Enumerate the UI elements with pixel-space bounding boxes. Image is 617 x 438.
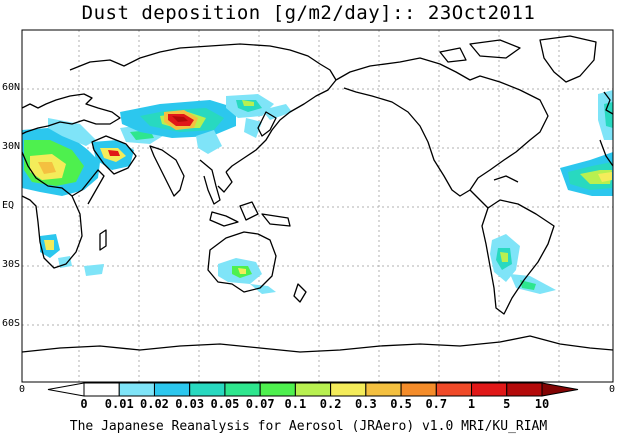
colorbar-tick-label: 0.02 — [140, 397, 169, 411]
colorbar-segment — [189, 382, 226, 397]
colorbar-segment — [118, 382, 155, 397]
colorbar-segment — [83, 382, 120, 397]
lat-label-60n: 60N — [2, 82, 21, 93]
colorbar-tick-label: 0.7 — [425, 397, 448, 411]
colorbar-tick-label: 0.5 — [390, 397, 412, 411]
colorbar-tick-label: 0.3 — [355, 397, 377, 411]
credit-line: The Japanese Reanalysis for Aerosol (JRA… — [69, 419, 548, 434]
colorbar-arrow-low — [47, 382, 85, 397]
frame-label-right: 0 — [609, 384, 616, 395]
colorbar-tick-label: 1 — [467, 397, 476, 411]
colorbar-segment — [435, 382, 473, 397]
antarctica-outline — [22, 335, 613, 353]
gridlines — [22, 30, 613, 382]
australia-outline — [207, 231, 277, 293]
south-america-outline — [481, 199, 555, 315]
colorbar-tick-label: 10 — [534, 397, 550, 411]
lat-label-60s: 60S — [2, 318, 21, 329]
colorbar-tick-label: 5 — [503, 397, 511, 411]
map-frame — [21, 29, 614, 383]
colorbar-segment — [153, 382, 191, 397]
lat-label-30s: 30S — [2, 259, 21, 270]
colorbar-segment — [471, 382, 508, 397]
colorbar-segment — [330, 382, 367, 397]
map-title: Dust deposition [g/m2/day]:: 23Oct2011 — [81, 2, 536, 24]
colorbar-arrow-high — [541, 382, 579, 397]
colorbar-segment — [365, 382, 402, 397]
dust-contours — [22, 90, 613, 294]
colorbar-segment — [294, 382, 332, 397]
dust-area-north-africa-coast — [48, 118, 96, 146]
coastlines — [22, 35, 613, 353]
colorbar-tick-label: 0 — [80, 397, 88, 411]
colorbar-tick-label: 0.1 — [284, 397, 307, 411]
lat-label-30n: 30N — [2, 141, 21, 152]
frame-label-left: 0 — [19, 384, 26, 395]
colorbar-tick-label: 0.07 — [245, 397, 275, 411]
colorbar-tick-label: 0.05 — [210, 397, 240, 411]
colorbar-segment — [259, 382, 296, 397]
lat-label-eq: EQ — [2, 200, 15, 211]
colorbar-segment — [400, 382, 437, 397]
colorbar-tick-label: 0.2 — [319, 397, 342, 411]
colorbar-tick-label: 0.01 — [104, 397, 134, 411]
colorbar — [47, 382, 579, 397]
colorbar-segment — [224, 382, 261, 397]
colorbar-tick-label: 0.03 — [175, 397, 205, 411]
colorbar-segment — [506, 382, 543, 397]
